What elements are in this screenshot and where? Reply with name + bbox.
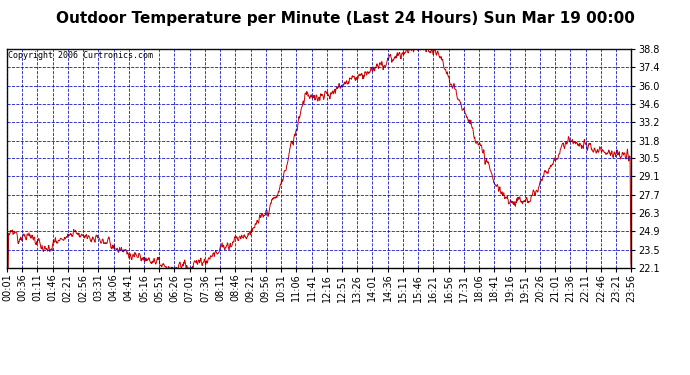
Text: Outdoor Temperature per Minute (Last 24 Hours) Sun Mar 19 00:00: Outdoor Temperature per Minute (Last 24 … [56,11,634,26]
Text: Copyright 2006 Curtronics.com: Copyright 2006 Curtronics.com [8,51,153,60]
